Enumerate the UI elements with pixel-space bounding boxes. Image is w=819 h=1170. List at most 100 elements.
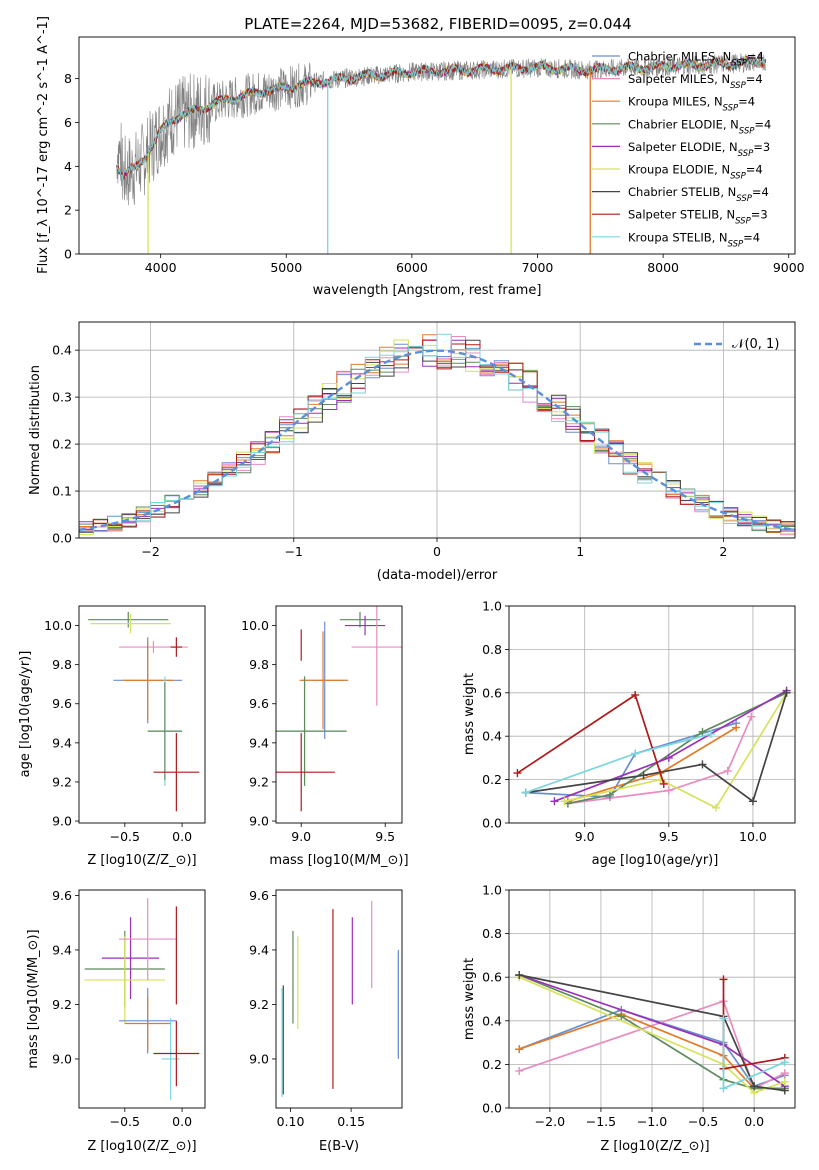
y-tick-label: 9.4 [52, 942, 72, 957]
weight-marker [719, 975, 728, 984]
y-tick-label: 9.2 [52, 774, 72, 789]
x-tick-label: 9000 [773, 260, 805, 275]
y-tick-label: 0.6 [482, 685, 502, 700]
panel-z-vs-mass-weight: −2.0 −1.5 −1.0 −0.5 0.0 0.0 0.2 0.4 0.6 0.8 1.0 Z [… [462, 883, 796, 1154]
panel-spectrum: 4000 5000 6000 7000 8000 9000 0 2 4 6 8 Chabrier MI… [36, 16, 805, 298]
model-spectrum-line [116, 56, 766, 180]
weight-marker [747, 712, 756, 721]
x-tick-label: 0.10 [277, 1114, 305, 1129]
y-tick-label: 9.4 [52, 735, 72, 750]
panel-e-b-v-vs-mass: 0.10 0.15 9.0 9.2 9.4 9.6 E(B-V) [249, 888, 403, 1154]
weight-marker [750, 1082, 759, 1091]
y-tick-label: 9.6 [52, 696, 72, 711]
weight-marker [719, 1084, 728, 1093]
axes-frame [78, 889, 206, 1109]
weight-marker [560, 797, 569, 806]
axes-frame [508, 605, 796, 824]
y-tick-label: 10.0 [241, 618, 269, 633]
weight-line [567, 716, 753, 805]
legend-label: Kroupa ELODIE, NSSP=4 [628, 163, 763, 182]
weight-marker [780, 1058, 789, 1067]
x-tick-label: 2 [719, 544, 727, 559]
y-tick-label: 0 [64, 247, 72, 262]
y-tick-label: 9.6 [249, 696, 269, 711]
y-tick-label: 0.1 [52, 484, 72, 499]
y-tick-label: 0.2 [52, 437, 72, 452]
plot-area [281, 900, 399, 1098]
y-tick-label: 0.2 [482, 772, 502, 787]
weight-marker [664, 786, 673, 795]
y-tick-label: 0.8 [482, 926, 502, 941]
y-axis-label: Normed distribution [28, 365, 43, 495]
weight-marker [711, 803, 720, 812]
x-axis-label: wavelength [Angstrom, rest frame] [313, 283, 542, 298]
x-tick-label: 5000 [270, 260, 302, 275]
x-axis-label: (data-model)/error [377, 568, 498, 583]
y-tick-label: 9.8 [52, 657, 72, 672]
legend-label: 𝒩(0, 1) [732, 337, 779, 352]
panel-age-vs-mass-weight: 9.0 9.5 10.0 0.0 0.2 0.4 0.6 0.8 1.0 age [log10(a… [462, 599, 796, 868]
weight-marker [780, 1069, 789, 1078]
y-tick-label: 9.0 [249, 1051, 269, 1066]
panel-z-vs-mass: −0.5 0.0 9.0 9.2 9.4 9.6 Z [log10(Z/Z_⊙)] mass … [26, 888, 206, 1154]
weight-marker [515, 1066, 524, 1075]
y-tick-label: 0.3 [52, 390, 72, 405]
y-tick-label: 6 [64, 115, 72, 130]
x-axis-label: Z [log10(Z/Z_⊙)] [87, 1139, 196, 1154]
weight-marker [631, 749, 640, 758]
y-tick-label: 1.0 [482, 883, 502, 898]
plot-area [276, 606, 402, 812]
weight-marker [698, 727, 707, 736]
legend-label: Kroupa STELIB, NSSP=4 [628, 230, 760, 249]
x-axis-label: mass [log10(M/M_⊙)] [269, 853, 408, 868]
weight-marker [550, 797, 559, 806]
x-axis-label: Z [log10(Z/Z_⊙)] [87, 853, 196, 868]
y-tick-label: 10.0 [44, 618, 72, 633]
y-tick-label: 9.0 [52, 1051, 72, 1066]
legend-label: Salpeter STELIB, NSSP=3 [628, 208, 768, 227]
axes-frame [275, 605, 403, 824]
weight-marker [719, 1014, 728, 1023]
x-tick-label: 10.0 [739, 829, 767, 844]
weight-marker [639, 771, 648, 780]
x-tick-label: −0.5 [110, 829, 140, 844]
legend-label: Salpeter MILES, NSSP=4 [628, 72, 763, 91]
y-axis-label: mass [log10(M/M_⊙)] [26, 929, 41, 1068]
y-tick-label: 9.2 [249, 774, 269, 789]
weight-marker [698, 760, 707, 769]
y-tick-label: 9.4 [249, 735, 269, 750]
y-tick-label: 9.0 [52, 814, 72, 829]
y-tick-label: 9.2 [249, 997, 269, 1012]
x-tick-label: 1 [576, 544, 584, 559]
y-axis-label: mass weight [462, 958, 477, 1040]
weight-line [564, 692, 788, 809]
x-tick-label: −1.0 [637, 1114, 667, 1129]
legend-label: Salpeter ELODIE, NSSP=3 [628, 140, 770, 159]
y-tick-label: 9.2 [52, 997, 72, 1012]
y-tick-label: 0.4 [482, 729, 502, 744]
weight-line [519, 974, 785, 1092]
x-tick-label: 7000 [522, 260, 554, 275]
weight-line [518, 976, 786, 1094]
x-tick-label: −1 [285, 544, 303, 559]
y-tick-label: 0.0 [482, 1101, 502, 1116]
spectrum-legend: Chabrier MILES, NSSP=4 Salpeter MILES, NS… [592, 50, 771, 249]
x-tick-label: 0.15 [337, 1114, 365, 1129]
y-tick-label: 9.6 [249, 888, 269, 903]
gaussian-curve [79, 349, 793, 531]
x-tick-label: 0.0 [744, 1114, 764, 1129]
axes-frame [78, 605, 206, 824]
weight-marker [782, 688, 791, 697]
weight-marker [659, 779, 668, 788]
weight-marker [605, 790, 614, 799]
weight-marker [723, 766, 732, 775]
panel-z-vs-age: −0.5 0.0 9.0 9.2 9.4 9.6 9.8 10.0 Z [log10(Z/Z_⊙… [18, 605, 206, 868]
legend-label: Kroupa MILES, NSSP=4 [628, 95, 755, 114]
x-tick-label: 9.5 [659, 829, 679, 844]
y-tick-label: 4 [64, 159, 72, 174]
weight-marker [617, 1012, 626, 1021]
y-tick-label: 0.0 [482, 816, 502, 831]
x-axis-label: age [log10(age/yr)] [592, 853, 719, 868]
weight-marker [515, 1045, 524, 1054]
